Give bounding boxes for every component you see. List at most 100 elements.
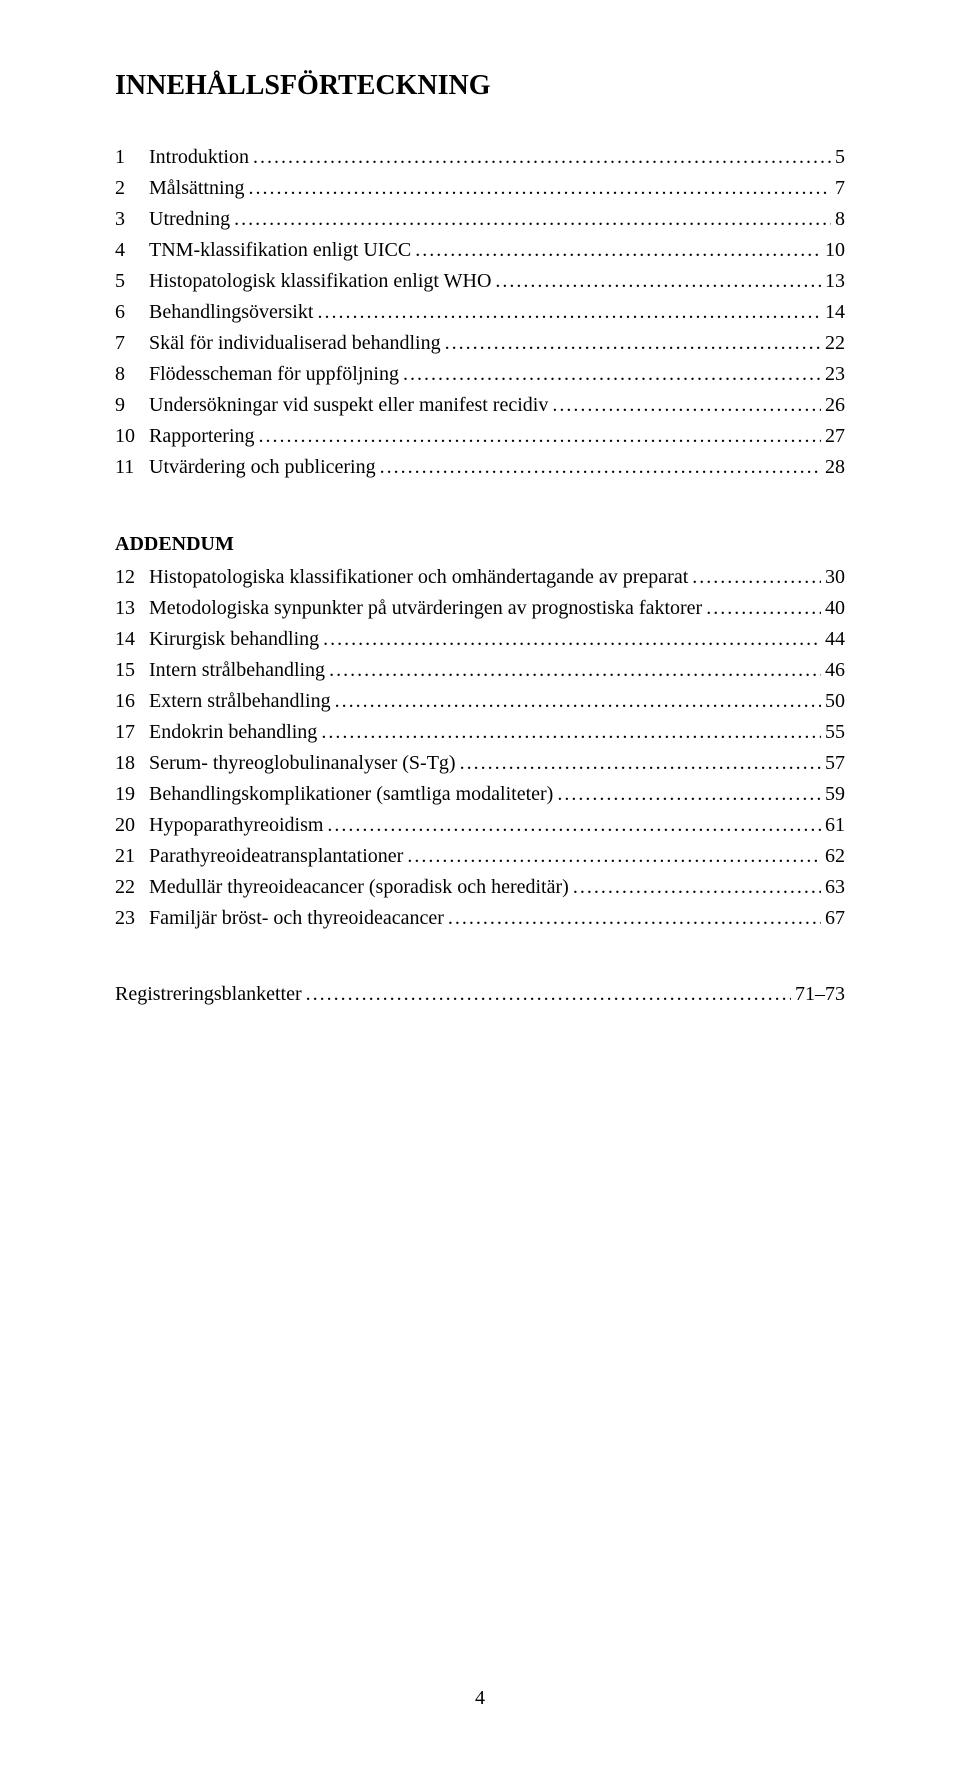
toc-entry-number: 9 bbox=[115, 395, 149, 415]
toc-entry-number: 20 bbox=[115, 815, 149, 835]
toc-entry-label: Utvärdering och publicering bbox=[149, 457, 376, 477]
toc-line: 4TNM-klassifikation enligt UICC10 bbox=[115, 240, 845, 260]
toc-leader-dots bbox=[692, 567, 821, 587]
toc-entry-number: 7 bbox=[115, 333, 149, 353]
toc-line: 3Utredning8 bbox=[115, 209, 845, 229]
toc-leader-dots bbox=[306, 984, 791, 1004]
toc-leader-dots bbox=[407, 846, 821, 866]
toc-entry-number: 19 bbox=[115, 784, 149, 804]
toc-entry-number: 21 bbox=[115, 846, 149, 866]
toc-entry-page: 5 bbox=[835, 147, 845, 167]
section-gap bbox=[115, 939, 845, 984]
toc-line: 22Medullär thyreoideacancer (sporadisk o… bbox=[115, 877, 845, 897]
toc-line: 18Serum- thyreoglobulinanalyser (S-Tg)57 bbox=[115, 753, 845, 773]
toc-entry-label: Skäl för individualiserad behandling bbox=[149, 333, 441, 353]
toc-entry-label: Rapportering bbox=[149, 426, 255, 446]
toc-entry-label: Introduktion bbox=[149, 147, 249, 167]
toc-entry-label: Familjär bröst- och thyreoideacancer bbox=[149, 908, 444, 928]
toc-leader-dots bbox=[234, 209, 831, 229]
toc-entry-label: Endokrin behandling bbox=[149, 722, 317, 742]
toc-entry-page: 28 bbox=[825, 457, 845, 477]
toc-entry-number: 11 bbox=[115, 457, 149, 477]
toc-line: 2Målsättning 7 bbox=[115, 178, 845, 198]
toc-entry-number: 13 bbox=[115, 598, 149, 618]
toc-entry-label: Histopatologiska klassifikationer och om… bbox=[149, 567, 688, 587]
toc-section-main: 1Introduktion52Målsättning73Utredning84T… bbox=[115, 147, 845, 477]
toc-entry-label: Serum- thyreoglobulinanalyser (S-Tg) bbox=[149, 753, 456, 773]
toc-entry-label: Hypoparathyreoidism bbox=[149, 815, 323, 835]
toc-leader-dots bbox=[317, 302, 821, 322]
toc-leader-dots bbox=[445, 333, 821, 353]
toc-line: 1Introduktion 5 bbox=[115, 147, 845, 167]
toc-entry-number: 1 bbox=[115, 147, 149, 167]
toc-entry-number: 22 bbox=[115, 877, 149, 897]
toc-entry-label: Utredning bbox=[149, 209, 230, 229]
toc-title: INNEHÅLLSFÖRTECKNING bbox=[115, 70, 845, 102]
toc-leader-dots bbox=[249, 178, 831, 198]
toc-entry-page: 23 bbox=[825, 364, 845, 384]
toc-entry-label: Målsättning bbox=[149, 178, 245, 198]
toc-line: 14Kirurgisk behandling 44 bbox=[115, 629, 845, 649]
toc-entry-label: Metodologiska synpunkter på utvärderinge… bbox=[149, 598, 702, 618]
toc-entry-label: TNM-klassifikation enligt UICC bbox=[149, 240, 411, 260]
toc-entry-page: 7 bbox=[835, 178, 845, 198]
toc-entry-label: Behandlingskomplikationer (samtliga moda… bbox=[149, 784, 553, 804]
toc-entry-page: 13 bbox=[825, 271, 845, 291]
toc-leader-dots bbox=[380, 457, 821, 477]
toc-leader-dots bbox=[495, 271, 821, 291]
toc-entry-page: 44 bbox=[825, 629, 845, 649]
toc-entry-label: Behandlingsöversikt bbox=[149, 302, 313, 322]
toc-entry-label: Intern strålbehandling bbox=[149, 660, 325, 680]
toc-entry-label: Extern strålbehandling bbox=[149, 691, 331, 711]
toc-entry-page: 22 bbox=[825, 333, 845, 353]
toc-leader-dots bbox=[323, 629, 821, 649]
toc-leader-dots bbox=[259, 426, 821, 446]
toc-entry-page: 62 bbox=[825, 846, 845, 866]
toc-line: 9Undersökningar vid suspekt eller manife… bbox=[115, 395, 845, 415]
toc-entry-number: 6 bbox=[115, 302, 149, 322]
toc-line: 15Intern strålbehandling46 bbox=[115, 660, 845, 680]
toc-line: 20Hypoparathyreoidism 61 bbox=[115, 815, 845, 835]
toc-entry-number: 14 bbox=[115, 629, 149, 649]
toc-line: 21Parathyreoideatransplantationer62 bbox=[115, 846, 845, 866]
toc-entry-page: 59 bbox=[825, 784, 845, 804]
toc-entry-number: 17 bbox=[115, 722, 149, 742]
toc-leader-dots bbox=[329, 660, 821, 680]
toc-leader-dots bbox=[321, 722, 821, 742]
toc-entry-page: 40 bbox=[825, 598, 845, 618]
toc-entry-label: Kirurgisk behandling bbox=[149, 629, 319, 649]
toc-line: 11Utvärdering och publicering 28 bbox=[115, 457, 845, 477]
toc-leader-dots bbox=[335, 691, 821, 711]
toc-entry-page: 30 bbox=[825, 567, 845, 587]
toc-entry-number: 2 bbox=[115, 178, 149, 198]
toc-footer-section: Registreringsblanketter71–73 bbox=[115, 984, 845, 1004]
toc-entry-label: Flödesscheman för uppföljning bbox=[149, 364, 399, 384]
toc-line: 6Behandlingsöversikt 14 bbox=[115, 302, 845, 322]
toc-entry-number: 15 bbox=[115, 660, 149, 680]
document-page: INNEHÅLLSFÖRTECKNING 1Introduktion 5 2Måls… bbox=[0, 0, 960, 1780]
toc-entry-number: 5 bbox=[115, 271, 149, 291]
toc-entry-page: 63 bbox=[825, 877, 845, 897]
toc-leader-dots bbox=[327, 815, 821, 835]
toc-section-addendum: 12Histopatologiska klassifikationer och … bbox=[115, 567, 845, 928]
toc-leader-dots bbox=[253, 147, 831, 167]
toc-entry-number: 10 bbox=[115, 426, 149, 446]
toc-entry-number: 16 bbox=[115, 691, 149, 711]
toc-entry-page: 50 bbox=[825, 691, 845, 711]
toc-entry-page: 27 bbox=[825, 426, 845, 446]
toc-entry-page: 8 bbox=[835, 209, 845, 229]
toc-leader-dots bbox=[460, 753, 821, 773]
toc-entry-page: 14 bbox=[825, 302, 845, 322]
toc-leader-dots bbox=[415, 240, 821, 260]
toc-line: 23Familjär bröst- och thyreoideacancer 67 bbox=[115, 908, 845, 928]
toc-line: 5Histopatologisk klassifikation enligt W… bbox=[115, 271, 845, 291]
toc-line: 10Rapportering 27 bbox=[115, 426, 845, 446]
toc-entry-number: 8 bbox=[115, 364, 149, 384]
toc-entry-number: 23 bbox=[115, 908, 149, 928]
toc-entry-page: 67 bbox=[825, 908, 845, 928]
toc-leader-dots bbox=[573, 877, 821, 897]
toc-entry-number: 18 bbox=[115, 753, 149, 773]
addendum-heading: ADDENDUM bbox=[115, 533, 845, 556]
toc-entry-page: 61 bbox=[825, 815, 845, 835]
toc-entry-label: Medullär thyreoideacancer (sporadisk och… bbox=[149, 877, 569, 897]
